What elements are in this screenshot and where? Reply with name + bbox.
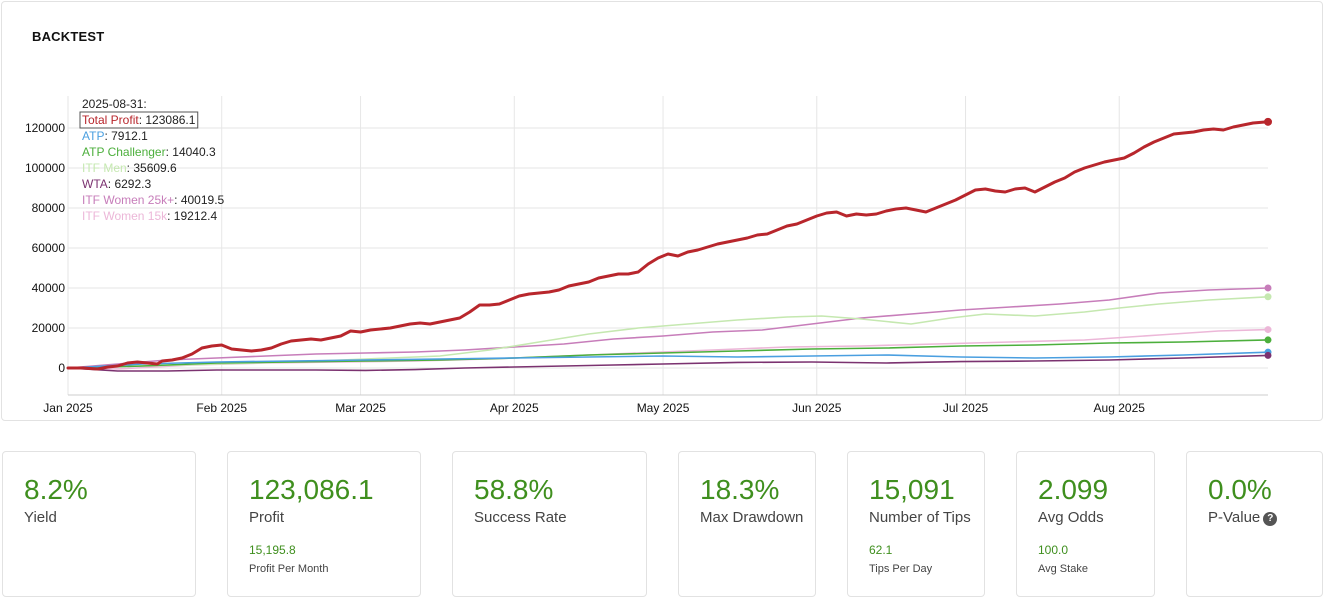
x-tick-label: Apr 2025 xyxy=(490,401,539,415)
y-tick-label: 0 xyxy=(58,361,65,375)
series-line-total-profit xyxy=(66,120,1270,371)
avg-odds-value: 2.099 xyxy=(1038,474,1109,505)
tooltip-date: 2025-08-31: xyxy=(82,97,147,111)
profit-label: Profit xyxy=(249,509,285,526)
chart-title: BACKTEST xyxy=(32,29,105,44)
y-tick-label: 40000 xyxy=(32,281,66,295)
tooltip-row-wta: WTA: 6292.3 xyxy=(82,177,151,191)
x-tick-label: Jul 2025 xyxy=(943,401,989,415)
series-end-marker-itf-women-15k xyxy=(1264,326,1272,334)
y-tick-label: 120000 xyxy=(25,121,65,135)
stat-card-yield: 8.2% Yield xyxy=(2,451,196,597)
x-tick-label: Aug 2025 xyxy=(1094,401,1146,415)
series-line-atp-challenger xyxy=(67,339,1269,369)
y-tick-label: 60000 xyxy=(32,241,66,255)
yield-value: 8.2% xyxy=(24,474,88,505)
stat-card-p-value: 0.0% P-Value? xyxy=(1186,451,1323,597)
p-value-label-row: P-Value? xyxy=(1208,509,1278,526)
y-tick-label: 80000 xyxy=(32,201,66,215)
tooltip-highlight-box xyxy=(79,111,199,129)
profit-per-month-value: 15,195.8 xyxy=(249,543,296,557)
p-value-label: P-Value xyxy=(1208,509,1261,526)
stat-card-success-rate: 58.8% Success Rate xyxy=(452,451,647,597)
series-line-itf-women-25k xyxy=(67,287,1269,369)
x-tick-label: May 2025 xyxy=(637,401,690,415)
tooltip-row-itf-men: ITF Men: 35609.6 xyxy=(82,161,177,175)
stats-row: 8.2% Yield 123,086.1 Profit 15,195.8 Pro… xyxy=(0,451,1325,599)
success-rate-value: 58.8% xyxy=(474,474,554,505)
tooltip-row-atp-challenger: ATP Challenger: 14040.3 xyxy=(82,145,216,159)
x-tick-label: Feb 2025 xyxy=(196,401,247,415)
series-end-marker-total-profit xyxy=(1264,117,1272,126)
yield-label: Yield xyxy=(24,509,57,526)
max-drawdown-value: 18.3% xyxy=(700,474,780,505)
series-line-atp xyxy=(67,351,1269,369)
profit-per-month-label: Profit Per Month xyxy=(249,563,329,575)
stat-card-number-of-tips: 15,091 Number of Tips 62.1 Tips Per Day xyxy=(847,451,985,597)
number-of-tips-label: Number of Tips xyxy=(869,509,971,526)
series-end-marker-atp-challenger xyxy=(1264,336,1272,344)
stat-card-profit: 123,086.1 Profit 15,195.8 Profit Per Mon… xyxy=(227,451,421,597)
tips-per-day-value: 62.1 xyxy=(869,543,893,557)
stat-card-avg-odds: 2.099 Avg Odds 100.0 Avg Stake xyxy=(1016,451,1155,597)
profit-value: 123,086.1 xyxy=(249,474,374,505)
backtest-chart[interactable]: 0 20000 40000 60000 80000 100000 120000 Jan 202… xyxy=(0,0,1325,421)
number-of-tips-value: 15,091 xyxy=(869,474,955,505)
tooltip-row-itf-women-25k: ITF Women 25k+: 40019.5 xyxy=(82,193,225,207)
series-end-marker-itf-men xyxy=(1264,293,1272,301)
stat-card-max-drawdown: 18.3% Max Drawdown xyxy=(678,451,816,597)
p-value-value: 0.0% xyxy=(1208,474,1272,505)
tooltip-row-itf-women-15k: ITF Women 15k: 19212.4 xyxy=(82,209,218,223)
x-tick-label: Mar 2025 xyxy=(335,401,386,415)
tips-per-day-label: Tips Per Day xyxy=(869,563,933,575)
x-tick-label: Jun 2025 xyxy=(792,401,842,415)
series-end-marker-itf-women-25k xyxy=(1264,284,1272,292)
tooltip-row-total-profit: Total Profit: 123086.1 xyxy=(82,113,196,127)
max-drawdown-label: Max Drawdown xyxy=(700,509,804,526)
y-tick-label: 20000 xyxy=(32,321,66,335)
series-end-marker-wta xyxy=(1264,351,1272,359)
avg-odds-label: Avg Odds xyxy=(1038,509,1104,526)
help-icon[interactable]: ? xyxy=(1263,512,1278,526)
success-rate-label: Success Rate xyxy=(474,509,567,526)
series-line-wta xyxy=(67,354,1269,372)
y-tick-label: 100000 xyxy=(25,161,65,175)
x-tick-label: Jan 2025 xyxy=(43,401,93,415)
tooltip-row-atp: ATP: 7912.1 xyxy=(82,129,148,143)
avg-stake-label: Avg Stake xyxy=(1038,563,1088,575)
avg-stake-value: 100.0 xyxy=(1038,543,1069,557)
